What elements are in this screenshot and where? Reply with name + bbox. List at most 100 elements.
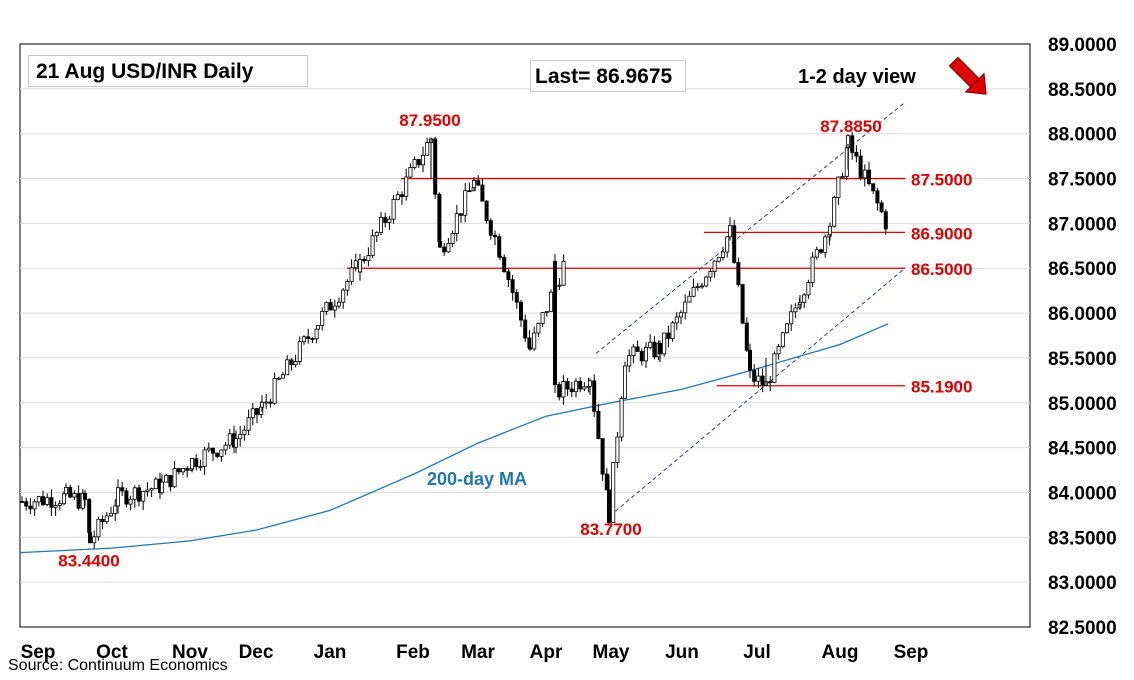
candle-up: [802, 294, 807, 303]
y-tick-label: 83.5000: [1048, 528, 1117, 549]
candle-down: [736, 262, 741, 285]
candle-up: [404, 176, 409, 197]
candle-down: [514, 292, 519, 303]
candle-up: [164, 474, 169, 483]
candle-up: [36, 496, 41, 503]
candle-down: [867, 169, 872, 185]
y-tick-label: 83.0000: [1048, 573, 1117, 594]
last-price: Last= 86.9675: [530, 60, 686, 92]
candle-down: [49, 497, 54, 508]
candle-down: [437, 241, 442, 248]
candle-up: [780, 332, 785, 347]
candle-down: [136, 487, 141, 502]
candle-up: [828, 225, 833, 236]
source-note: Source: Continuum Economics: [8, 657, 228, 674]
annotation-label: 83.4400: [58, 552, 119, 571]
candle-down: [666, 332, 671, 340]
candle-up: [691, 286, 696, 297]
candle-up: [320, 311, 325, 326]
candle-up: [280, 374, 285, 379]
candle-up: [378, 217, 383, 233]
down-arrow-icon: [948, 56, 987, 95]
candle-up: [159, 481, 164, 494]
x-tick-label: Apr: [530, 642, 563, 663]
candle-down: [578, 380, 583, 390]
candle-up: [132, 487, 137, 500]
y-tick-label: 84.0000: [1048, 483, 1117, 504]
candle-up: [648, 341, 653, 348]
candle-up: [561, 381, 566, 398]
candle-up: [793, 307, 798, 313]
candle-up: [840, 175, 845, 178]
x-axis: Sep Oct Nov Dec Jan Feb Mar Apr May Jun Jul Aug Sep: [21, 642, 929, 663]
candle-down: [600, 438, 605, 475]
candle-up: [615, 436, 620, 463]
y-tick-label: 88.0000: [1048, 125, 1117, 146]
candle-up: [704, 276, 709, 287]
x-tick-label: Feb: [396, 642, 430, 663]
candle-up: [113, 505, 118, 514]
x-tick-label: Dec: [239, 642, 274, 663]
annotation-label: 83.7700: [580, 520, 641, 539]
candle-up: [387, 218, 392, 223]
candle-up: [264, 401, 269, 404]
candle-up: [301, 336, 306, 343]
candle-down: [639, 351, 644, 362]
candle-down: [497, 255, 502, 258]
chart-title: 21 Aug USD/INR Daily: [28, 55, 308, 87]
candle-down: [768, 381, 773, 384]
candle-up: [785, 323, 790, 334]
ma-line: [19, 323, 889, 554]
candle-up: [293, 361, 298, 366]
candle-up: [450, 233, 455, 244]
candle-down: [569, 388, 574, 393]
candle-down: [383, 217, 388, 223]
candle-down: [748, 349, 753, 371]
candle-down: [604, 473, 609, 491]
y-tick-label: 82.5000: [1048, 618, 1117, 639]
grid-lines: [20, 88, 1030, 583]
candle-up: [116, 487, 121, 507]
candle-up: [798, 301, 803, 305]
x-tick-label: May: [593, 642, 630, 663]
candle-up: [145, 489, 150, 492]
y-tick-label: 85.0000: [1048, 394, 1117, 415]
candle-down: [176, 468, 181, 473]
candle-up: [345, 280, 350, 291]
candle-up: [109, 512, 114, 517]
candle-down: [854, 152, 859, 157]
candle-up: [297, 341, 302, 362]
candle-down: [289, 359, 294, 366]
candle-down: [658, 343, 663, 355]
candle-up: [756, 375, 761, 382]
candle-up: [357, 258, 362, 273]
candle-up: [670, 322, 675, 340]
candle-down: [194, 458, 199, 468]
candle-up: [242, 429, 247, 435]
candle-down: [519, 301, 524, 321]
candle-up: [588, 380, 593, 387]
candle-down: [510, 279, 515, 293]
candle-down: [592, 380, 597, 412]
candle-up: [832, 197, 837, 227]
candle-down: [488, 220, 493, 236]
candle-up: [336, 301, 341, 307]
level-label: 87.5000: [911, 171, 972, 190]
candle-up: [700, 285, 705, 288]
ma-label: 200-day MA: [427, 469, 527, 489]
annotation-label: 87.8850: [820, 117, 881, 136]
candle-up: [198, 466, 203, 468]
candle-up: [62, 493, 67, 505]
annotation-label: 87.9500: [399, 111, 460, 130]
candle-up: [370, 235, 375, 257]
candle-down: [740, 284, 745, 324]
candle-up: [153, 478, 158, 490]
candle-down: [492, 234, 497, 238]
candle-up: [141, 491, 146, 502]
candle-up: [695, 286, 700, 288]
candle-up: [549, 291, 554, 312]
candle-up: [324, 302, 329, 312]
candle-up: [582, 386, 587, 390]
view-label: 1-2 day view: [798, 66, 916, 88]
candle-up: [644, 347, 649, 362]
